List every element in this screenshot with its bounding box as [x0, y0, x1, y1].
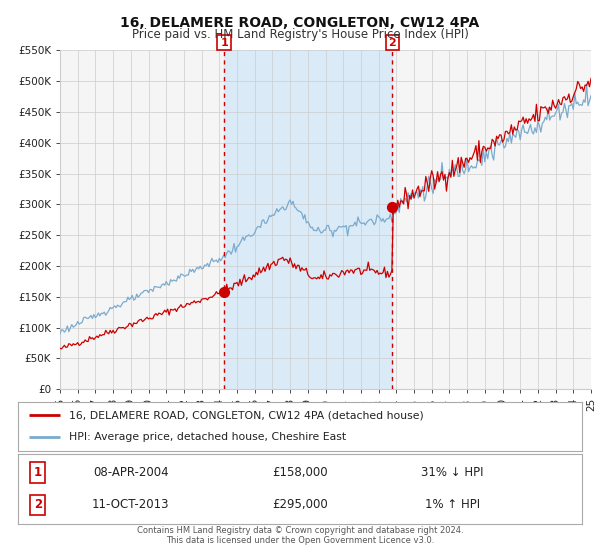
- Text: 1: 1: [34, 466, 42, 479]
- Text: 08-APR-2004: 08-APR-2004: [93, 466, 169, 479]
- Text: 16, DELAMERE ROAD, CONGLETON, CW12 4PA: 16, DELAMERE ROAD, CONGLETON, CW12 4PA: [121, 16, 479, 30]
- Text: HPI: Average price, detached house, Cheshire East: HPI: Average price, detached house, Ches…: [69, 432, 346, 442]
- Text: 31% ↓ HPI: 31% ↓ HPI: [421, 466, 484, 479]
- Text: 1: 1: [220, 38, 228, 48]
- Text: 2: 2: [389, 38, 396, 48]
- Bar: [224, 50, 392, 389]
- Text: £158,000: £158,000: [272, 466, 328, 479]
- Point: [388, 203, 397, 212]
- Text: Price paid vs. HM Land Registry's House Price Index (HPI): Price paid vs. HM Land Registry's House …: [131, 28, 469, 41]
- Text: 16, DELAMERE ROAD, CONGLETON, CW12 4PA (detached house): 16, DELAMERE ROAD, CONGLETON, CW12 4PA (…: [69, 410, 424, 421]
- Point: [219, 287, 229, 296]
- Text: 2: 2: [34, 498, 42, 511]
- Text: 1% ↑ HPI: 1% ↑ HPI: [425, 498, 480, 511]
- Text: Contains HM Land Registry data © Crown copyright and database right 2024.: Contains HM Land Registry data © Crown c…: [137, 526, 463, 535]
- Text: This data is licensed under the Open Government Licence v3.0.: This data is licensed under the Open Gov…: [166, 536, 434, 545]
- Text: £295,000: £295,000: [272, 498, 328, 511]
- Text: 11-OCT-2013: 11-OCT-2013: [92, 498, 170, 511]
